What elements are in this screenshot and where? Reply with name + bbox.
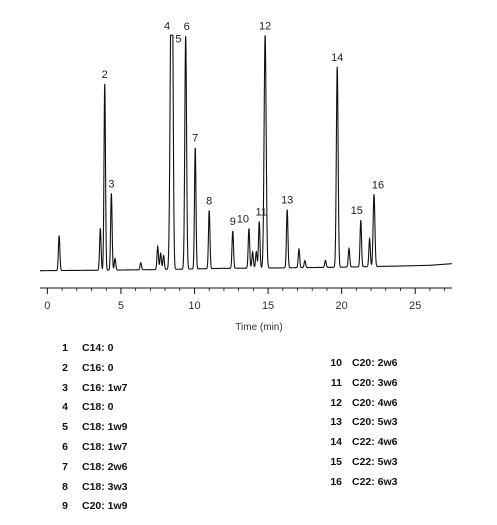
x-tick-label-0: 0 xyxy=(44,300,50,312)
peak-label-8: 8 xyxy=(206,195,212,207)
x-tick-label-5: 5 xyxy=(118,300,124,312)
legend-number: 15 xyxy=(330,456,342,468)
legend-compound: C18: 1w7 xyxy=(82,441,128,453)
peak-label-3: 3 xyxy=(108,178,114,190)
peak-label-2: 2 xyxy=(102,69,108,81)
peak-label-16: 16 xyxy=(372,179,384,191)
legend-left: 1 C14: 0 2 C16: 0 3 C16: 1w7 4 C18: 0 5 C18: 1w9 6… xyxy=(48,341,248,521)
peak-label-6: 6 xyxy=(184,21,190,33)
x-ticks: 0 5 10 15 20 25 xyxy=(44,288,446,312)
legend-number: 9 xyxy=(62,500,68,513)
legend-number: 5 xyxy=(62,421,68,434)
legend-compound: C20: 5w3 xyxy=(352,416,398,429)
legend-compound: C22: 4w6 xyxy=(352,436,398,449)
legend-compound: C16: 0 xyxy=(82,361,114,374)
peak-label-5: 5 xyxy=(175,33,181,45)
chromatogram-trace xyxy=(40,34,453,272)
legend-number: 7 xyxy=(62,460,68,473)
x-tick-label-20: 20 xyxy=(336,300,348,312)
peak-label-12: 12 xyxy=(259,20,271,32)
peak-label-11: 11 xyxy=(255,207,266,219)
legend-compound: C20: 1w9 xyxy=(82,500,128,513)
peak-label-14: 14 xyxy=(331,52,343,64)
legend-compound: C16: 1w7 xyxy=(82,381,128,394)
legend-compound: C14: 0 xyxy=(82,342,114,354)
legend-compound: C22: 6w3 xyxy=(352,475,398,488)
peak-labels: 2 3 456 7 8 9 10 11 12 13 14 15 16 xyxy=(102,20,384,228)
legend-number: 10 xyxy=(330,357,342,369)
legend-number: 12 xyxy=(330,396,342,409)
legend-number: 13 xyxy=(330,416,342,429)
legend-compound: C20: 2w6 xyxy=(352,357,398,369)
legend-number: 3 xyxy=(62,381,68,394)
legend-number: 4 xyxy=(62,401,68,414)
legend-compound: C22: 5w3 xyxy=(352,456,398,468)
legend-number: 2 xyxy=(62,361,68,374)
legend-number: 16 xyxy=(330,475,342,488)
peak-label-10: 10 xyxy=(237,214,249,226)
legend-compound: C20: 3w6 xyxy=(352,376,398,389)
x-tick-label-25: 25 xyxy=(409,300,421,312)
peak-label-4: 4 xyxy=(164,20,170,32)
legend-number: 11 xyxy=(330,376,342,389)
legend-compound: C20: 4w6 xyxy=(352,396,398,409)
legend-compound: C18: 2w6 xyxy=(82,460,128,473)
peak-label-9: 9 xyxy=(230,216,236,228)
x-tick-label-10: 10 xyxy=(188,300,200,312)
peak-label-13: 13 xyxy=(281,195,293,207)
peak-label-7: 7 xyxy=(192,133,198,145)
legend-compound: C18: 0 xyxy=(82,401,114,414)
legend-number: 8 xyxy=(62,480,68,493)
peak-label-15: 15 xyxy=(351,205,363,217)
x-axis-title: Time (min) xyxy=(235,322,282,333)
x-tick-label-15: 15 xyxy=(262,300,274,312)
legend-number: 14 xyxy=(330,436,342,449)
legend-compound: C18: 1w9 xyxy=(82,421,128,434)
legend-right: 10 C20: 2w6 11 C20: 3w6 12 C20: 4w6 13 C20: 5w3… xyxy=(322,356,492,496)
legend-number: 6 xyxy=(62,441,68,453)
legend-number: 1 xyxy=(62,342,68,354)
legend-compound: C18: 3w3 xyxy=(82,480,128,493)
